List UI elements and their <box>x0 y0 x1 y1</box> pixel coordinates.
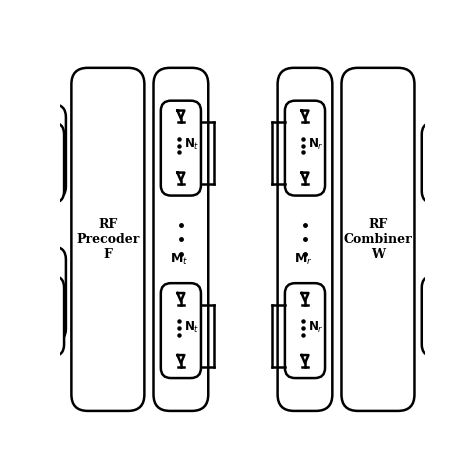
FancyBboxPatch shape <box>341 68 414 411</box>
Text: RF
Combiner
W: RF Combiner W <box>344 218 412 261</box>
FancyBboxPatch shape <box>161 283 201 378</box>
Text: $\mathbf{M}_t$: $\mathbf{M}_t$ <box>170 252 188 267</box>
FancyBboxPatch shape <box>38 104 66 199</box>
FancyBboxPatch shape <box>285 100 325 196</box>
FancyBboxPatch shape <box>422 123 446 203</box>
FancyBboxPatch shape <box>161 100 201 196</box>
Text: $\mathbf{N}_{r}$: $\mathbf{N}_{r}$ <box>308 137 324 152</box>
Text: $\mathbf{M}_r$: $\mathbf{M}_r$ <box>294 252 313 267</box>
FancyBboxPatch shape <box>40 123 64 203</box>
FancyBboxPatch shape <box>154 68 208 411</box>
Text: RF
Precoder
F: RF Precoder F <box>76 218 139 261</box>
FancyBboxPatch shape <box>285 283 325 378</box>
FancyBboxPatch shape <box>38 246 66 342</box>
FancyBboxPatch shape <box>278 68 332 411</box>
FancyBboxPatch shape <box>422 276 446 356</box>
Text: $\mathbf{N}_{r}$: $\mathbf{N}_{r}$ <box>308 319 324 335</box>
Text: $\mathbf{N}_{t}$: $\mathbf{N}_{t}$ <box>184 137 199 152</box>
FancyBboxPatch shape <box>72 68 145 411</box>
Text: $\mathbf{N}_{t}$: $\mathbf{N}_{t}$ <box>184 319 199 335</box>
FancyBboxPatch shape <box>40 276 64 356</box>
